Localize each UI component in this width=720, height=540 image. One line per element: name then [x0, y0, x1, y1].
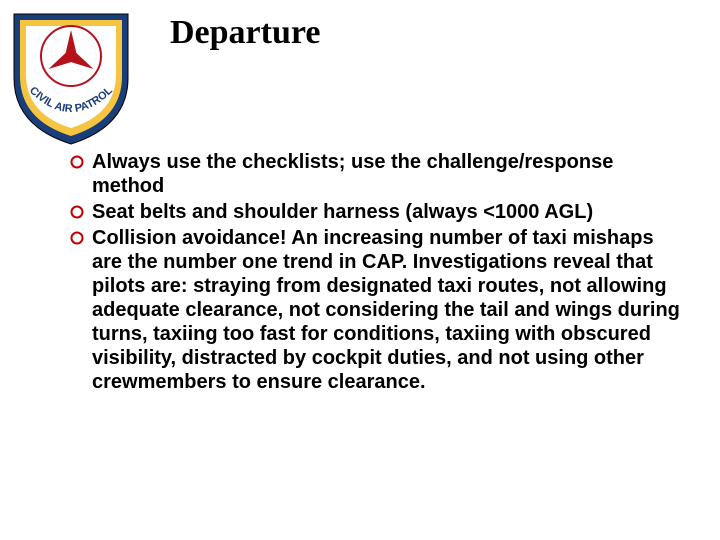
bullet-icon: [70, 155, 84, 169]
bullet-text: Collision avoidance! An increasing numbe…: [92, 226, 680, 394]
bullet-text: Always use the checklists; use the chall…: [92, 150, 680, 198]
bullet-icon: [70, 205, 84, 219]
cap-logo: CIVIL AIR PATROL: [6, 8, 136, 148]
list-item: Always use the checklists; use the chall…: [70, 150, 680, 198]
slide-title: Departure: [170, 14, 320, 52]
bullet-icon: [70, 231, 84, 245]
list-item: Collision avoidance! An increasing numbe…: [70, 226, 680, 394]
list-item: Seat belts and shoulder harness (always …: [70, 200, 680, 224]
bullet-text: Seat belts and shoulder harness (always …: [92, 200, 680, 224]
bullet-list: Always use the checklists; use the chall…: [70, 150, 680, 396]
